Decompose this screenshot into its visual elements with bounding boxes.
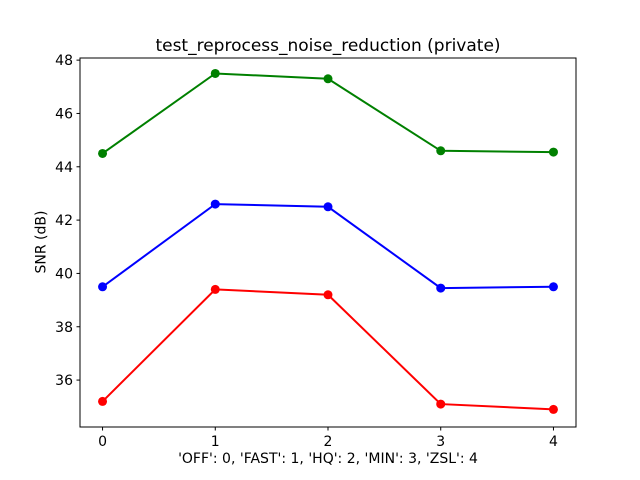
y-tick-label: 40 bbox=[55, 266, 73, 282]
x-axis-label: 'OFF': 0, 'FAST': 1, 'HQ': 2, 'MIN': 3, … bbox=[178, 451, 478, 467]
data-point-red-series bbox=[323, 290, 333, 300]
data-point-green-series bbox=[210, 68, 220, 78]
data-point-blue-series bbox=[323, 202, 333, 212]
line-blue-series bbox=[101, 203, 555, 290]
line-green-series bbox=[101, 72, 555, 155]
y-tick-label: 38 bbox=[55, 320, 73, 336]
x-tick-label: 1 bbox=[211, 434, 220, 450]
y-tick-label: 44 bbox=[55, 160, 73, 176]
x-tick-label: 3 bbox=[436, 434, 445, 450]
data-point-blue-series bbox=[210, 199, 220, 209]
data-point-red-series bbox=[98, 396, 108, 406]
data-point-green-series bbox=[548, 147, 558, 157]
data-point-red-series bbox=[548, 404, 558, 414]
data-point-green-series bbox=[436, 146, 446, 156]
y-tick-label: 48 bbox=[55, 53, 73, 69]
chart-title: test_reprocess_noise_reduction (private) bbox=[155, 36, 501, 56]
y-tick-label: 42 bbox=[55, 213, 73, 229]
y-tick-label: 36 bbox=[55, 373, 73, 389]
data-point-blue-series bbox=[548, 282, 558, 292]
y-tick-label: 46 bbox=[55, 106, 73, 122]
x-tick-label: 0 bbox=[98, 434, 107, 450]
x-tick-label: 4 bbox=[549, 434, 558, 450]
axes-frame bbox=[79, 57, 577, 428]
data-point-red-series bbox=[210, 284, 220, 294]
data-point-blue-series bbox=[436, 283, 446, 293]
data-point-blue-series bbox=[98, 282, 108, 292]
x-tick-label: 2 bbox=[324, 434, 333, 450]
line-red-series bbox=[101, 288, 555, 411]
data-point-green-series bbox=[323, 74, 333, 84]
data-point-red-series bbox=[436, 399, 446, 409]
data-point-green-series bbox=[98, 148, 108, 158]
